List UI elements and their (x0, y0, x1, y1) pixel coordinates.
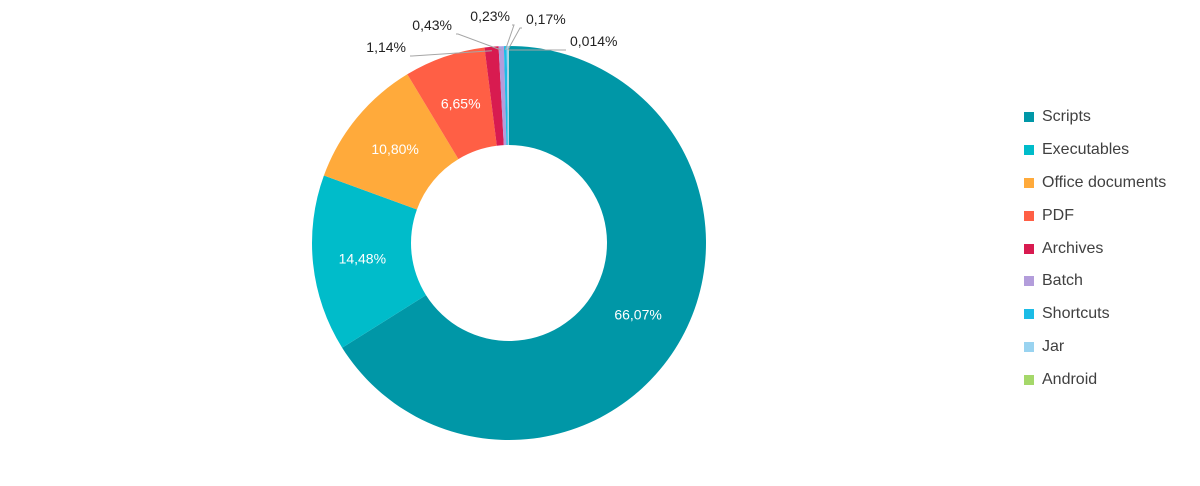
data-label-archives: 1,14% (366, 39, 406, 55)
data-label-jar: 0,17% (526, 11, 566, 27)
legend-item-batch: Batch (1024, 265, 1166, 298)
leader-line-jar (507, 27, 522, 51)
leader-line-shortcuts (504, 24, 515, 51)
data-label-executables: 14,48% (339, 251, 386, 267)
data-label-office-documents: 10,80% (371, 141, 418, 157)
data-label-scripts: 66,07% (614, 306, 661, 322)
data-label-pdf: 6,65% (441, 96, 481, 112)
legend-label: Jar (1042, 337, 1065, 355)
slice-jar (506, 46, 509, 146)
donut-slices (312, 46, 706, 440)
legend-swatch (1024, 374, 1034, 385)
legend-label: Office documents (1042, 173, 1167, 191)
legend-swatch (1024, 145, 1034, 156)
legend-swatch (1024, 177, 1034, 188)
legend-item-pdf: PDF (1024, 199, 1166, 232)
legend-label: PDF (1042, 206, 1074, 224)
legend-label: Executables (1042, 141, 1130, 159)
legend-swatch (1024, 341, 1034, 352)
legend-swatch (1024, 112, 1034, 123)
slice-archives (484, 46, 504, 146)
legend-label: Archives (1042, 239, 1104, 257)
slice-batch (498, 46, 507, 146)
legend-item-shortcuts: Shortcuts (1024, 298, 1166, 331)
legend-label: Shortcuts (1042, 305, 1110, 323)
data-labels: 66,07% 14,48% 10,80% 6,65% 1,14% 0,43% 0,23% 0,… (339, 8, 662, 322)
legend-item-jar: Jar (1024, 331, 1166, 364)
data-label-batch: 0,43% (412, 17, 452, 33)
legend-swatch (1024, 276, 1034, 287)
legend-item-scripts: Scripts (1024, 101, 1166, 134)
slice-executables (312, 175, 426, 348)
data-label-shortcuts: 0,23% (470, 8, 510, 24)
slice-shortcuts (503, 46, 508, 146)
legend-swatch (1024, 210, 1034, 221)
legend-label: Android (1042, 370, 1098, 388)
leader-line-archives (410, 50, 492, 57)
slice-office-documents (323, 74, 459, 210)
slice-pdf (407, 47, 497, 160)
leader-lines (410, 24, 566, 57)
legend-item-executables: Executables (1024, 134, 1166, 167)
slice-scripts (342, 46, 706, 440)
leader-line-batch (456, 33, 502, 51)
legend-swatch (1024, 309, 1034, 320)
legend-item-office-documents: Office documents (1024, 167, 1166, 200)
legend-item-android: Android (1024, 363, 1166, 396)
legend-swatch (1024, 243, 1034, 254)
legend-label: Batch (1042, 272, 1083, 290)
legend-item-archives: Archives (1024, 232, 1166, 265)
legend-label: Scripts (1042, 108, 1091, 126)
data-label-android: 0,014% (570, 33, 617, 49)
legend: Scripts Executables Office documents PDF Arc… (1024, 101, 1166, 396)
